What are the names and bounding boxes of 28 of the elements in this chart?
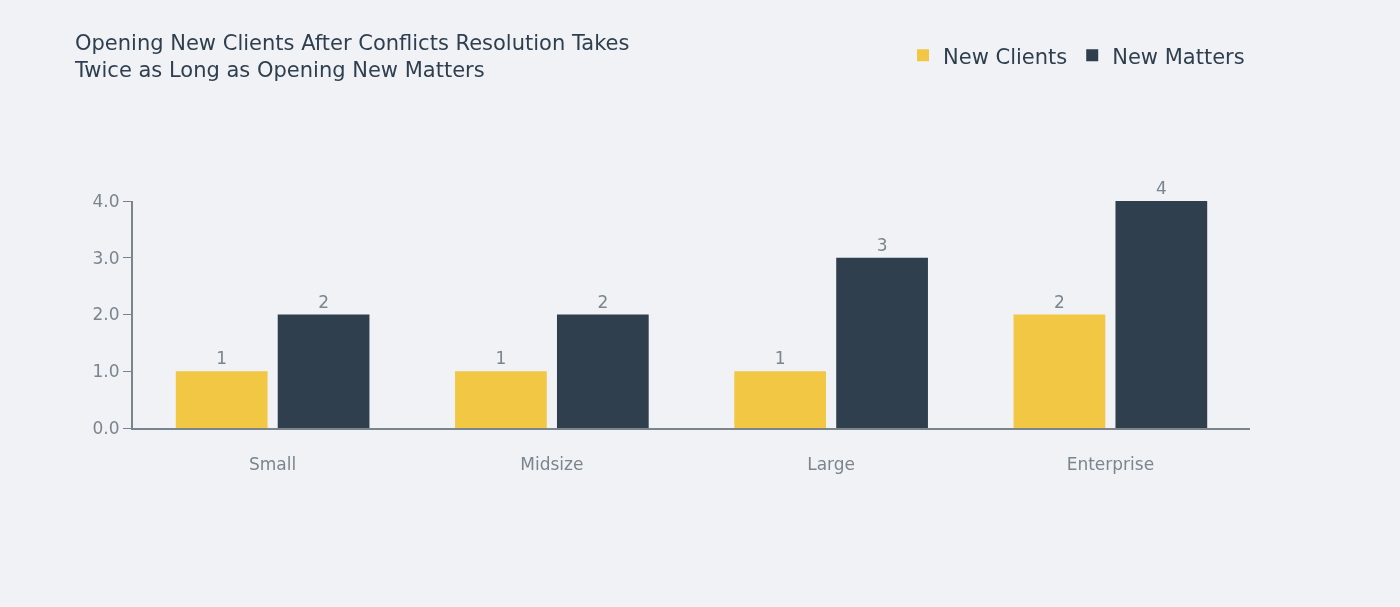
bar — [277, 314, 370, 428]
bar — [1013, 314, 1106, 428]
y-tick-label: 3.0 — [92, 247, 120, 268]
y-tick-label: 2.0 — [92, 304, 120, 325]
legend-label: New Matters — [1112, 44, 1245, 69]
bar — [175, 371, 268, 428]
y-tick-label: 1.0 — [92, 361, 120, 382]
bar — [1115, 201, 1208, 428]
x-tick-label: Enterprise — [1066, 454, 1155, 475]
data-label: 2 — [318, 291, 329, 312]
legend-label: New Clients — [943, 44, 1068, 69]
x-tick-label: Midsize — [520, 454, 584, 475]
y-tick-label: 0.0 — [92, 417, 120, 438]
x-tick-label: Small — [249, 454, 297, 475]
x-tick-label: Large — [807, 454, 856, 475]
data-label: 1 — [774, 348, 786, 369]
bar — [556, 314, 649, 428]
bar — [836, 257, 928, 428]
data-label: 1 — [495, 348, 507, 369]
data-label: 4 — [1155, 178, 1167, 198]
chart-title: Opening New Clients After Conflicts Resolution Takes Twice as Long as Opening New Matters — [74, 31, 630, 83]
data-label: 3 — [876, 234, 888, 255]
bar — [455, 371, 547, 428]
bar — [734, 371, 827, 428]
data-label: 2 — [597, 291, 609, 312]
data-label: 1 — [216, 348, 228, 369]
data-label: 2 — [1054, 291, 1065, 312]
y-tick-label: 4.0 — [92, 190, 120, 211]
